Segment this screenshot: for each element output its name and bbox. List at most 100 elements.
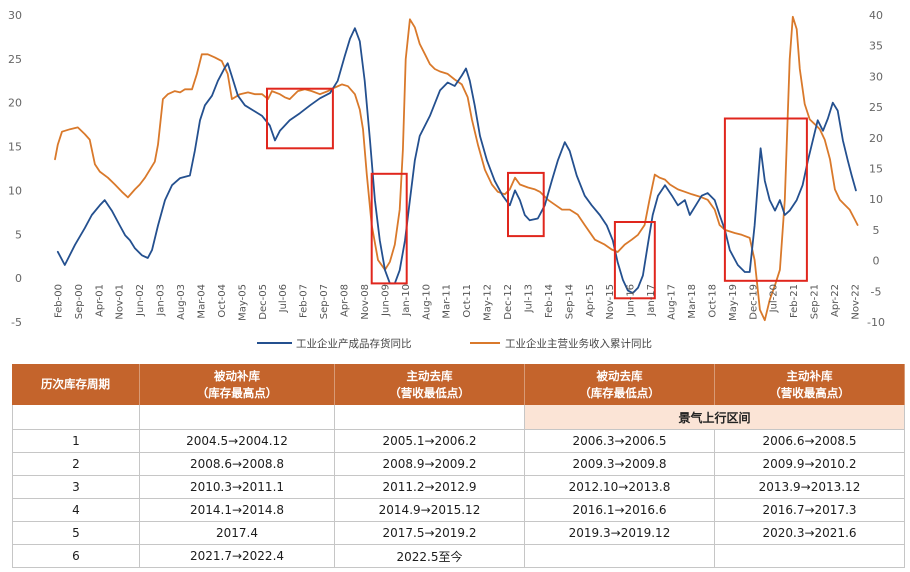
table-cell-empty xyxy=(715,545,905,568)
y-right-tick-label: 40 xyxy=(869,9,883,22)
series-line-revenue xyxy=(54,15,859,322)
column-header-subtitle: （营收最低点） xyxy=(389,385,470,400)
x-tick-label: Feb-07 xyxy=(299,284,310,318)
x-tick-label: Jun-02 xyxy=(135,284,146,317)
x-tick-label: Jan-17 xyxy=(646,284,657,317)
column-header-subtitle: （库存最高点） xyxy=(196,385,278,400)
x-axis: Feb-00 Sep-00 Apr-01 Nov-01 Jun-02 Jan-03 Aug-… xyxy=(53,284,861,321)
x-tick-label: Dec-19 xyxy=(748,284,759,320)
x-tick-label: Jul-06 xyxy=(278,284,289,313)
y-left-tick-label: 15 xyxy=(8,141,22,154)
column-header-subtitle: （营收最高点） xyxy=(769,385,850,400)
table-row: 1 2004.5→2004.12 2005.1→2006.2 2006.3→2006.… xyxy=(12,430,905,453)
x-tick-label: Jul-20 xyxy=(769,284,780,313)
period-cell: 2013.9→2013.12 xyxy=(715,476,905,499)
x-tick-label: Sep-21 xyxy=(810,284,821,319)
period-cell: 2006.6→2008.5 xyxy=(715,430,905,453)
y-left-tick-label: 10 xyxy=(8,184,22,197)
y-right-tick-label: 5 xyxy=(873,224,880,237)
x-tick-label: May-19 xyxy=(728,284,739,321)
x-tick-label: Sep-14 xyxy=(564,284,575,319)
x-tick-label: Dec-05 xyxy=(258,284,269,320)
x-tick-label: Jun-09 xyxy=(380,284,391,317)
table-row: 5 2017.4 2017.5→2019.2 2019.3→2019.12 2020.3… xyxy=(12,522,905,545)
legend-label-revenue: 工业企业主营业务收入累计同比 xyxy=(505,337,652,350)
column-header: 主动补库 （营收最高点） xyxy=(715,364,905,405)
table-row: 2 2008.6→2008.8 2008.9→2009.2 2009.3→2009.8… xyxy=(12,453,905,476)
period-cell: 2008.9→2009.2 xyxy=(335,453,525,476)
legend: 工业企业产成品存货同比 工业企业主营业务收入累计同比 xyxy=(257,337,652,350)
y-right-tick-label: 15 xyxy=(869,163,883,176)
x-tick-label: Mar-04 xyxy=(197,284,208,319)
inventory-cycle-table: 历次库存周期 被动补库 （库存最高点） 主动去库 （营收最低点） 被动去库 （库存最低点）主… xyxy=(12,364,905,568)
x-tick-label: Jul-13 xyxy=(524,284,535,313)
x-tick-label: Oct-11 xyxy=(462,284,473,318)
table-cell-empty xyxy=(12,405,140,430)
x-tick-label: Nov-08 xyxy=(360,284,371,320)
period-cell: 2005.1→2006.2 xyxy=(335,430,525,453)
period-cell: 2020.3→2021.6 xyxy=(715,522,905,545)
y-right-tick-label: 30 xyxy=(869,70,883,83)
period-cell: 2019.3→2019.12 xyxy=(525,522,715,545)
column-header-title: 历次库存周期 xyxy=(41,377,110,392)
table-cell-empty xyxy=(140,405,335,430)
y-right-tick-label: -10 xyxy=(867,316,885,329)
column-header-subtitle: （库存最低点） xyxy=(579,385,660,400)
period-cell: 2017.4 xyxy=(140,522,335,545)
x-tick-label: Oct-18 xyxy=(707,284,718,318)
highlight-box xyxy=(613,221,656,300)
period-cell: 2022.5至今 xyxy=(335,545,525,568)
column-header: 历次库存周期 xyxy=(12,364,140,405)
x-tick-label: Apr-01 xyxy=(94,284,105,317)
y-left-tick-label: 5 xyxy=(15,228,22,241)
table-cell-empty xyxy=(525,545,715,568)
highlight-boxes xyxy=(266,87,808,300)
period-cell: 2010.3→2011.1 xyxy=(140,476,335,499)
highlight-box xyxy=(507,171,545,238)
cycle-number-cell: 1 xyxy=(12,430,140,453)
y-left-tick-label: 25 xyxy=(8,53,22,66)
period-cell: 2004.5→2004.12 xyxy=(140,430,335,453)
column-header: 主动去库 （营收最低点） xyxy=(335,364,525,405)
y-right-tick-label: 10 xyxy=(869,193,883,206)
column-header: 被动补库 （库存最高点） xyxy=(140,364,335,405)
y-right-tick-label: 20 xyxy=(869,132,883,145)
y-right-tick-label: 35 xyxy=(869,40,883,53)
cycle-number-cell: 4 xyxy=(12,499,140,522)
cycle-number-cell: 2 xyxy=(12,453,140,476)
cycle-number-cell: 5 xyxy=(12,522,140,545)
period-cell: 2006.3→2006.5 xyxy=(525,430,715,453)
table-band-row: 景气上行区间 xyxy=(12,405,905,430)
column-header-title: 被动去库 xyxy=(596,369,643,384)
period-cell: 2012.10→2013.8 xyxy=(525,476,715,499)
x-tick-label: Feb-00 xyxy=(53,284,64,318)
y-left-tick-label: 30 xyxy=(8,9,22,22)
table-cell-empty xyxy=(335,405,525,430)
period-cell: 2016.7→2017.3 xyxy=(715,499,905,522)
table-header-row: 历次库存周期 被动补库 （库存最高点） 主动去库 （营收最低点） 被动去库 （库存最低点）主… xyxy=(12,364,905,405)
series-line-inventory xyxy=(56,27,857,294)
x-tick-label: Aug-03 xyxy=(176,284,187,320)
x-tick-label: Apr-15 xyxy=(585,284,596,317)
x-tick-label: May-05 xyxy=(237,284,248,321)
x-tick-label: Feb-14 xyxy=(544,284,555,318)
period-cell: 2008.6→2008.8 xyxy=(140,453,335,476)
x-tick-label: Mar-18 xyxy=(687,284,698,319)
x-tick-label: Aug-17 xyxy=(667,284,678,320)
x-tick-label: Aug-10 xyxy=(421,284,432,320)
x-tick-label: Sep-00 xyxy=(74,284,85,319)
series-lines xyxy=(54,15,859,322)
y-right-tick-label: -5 xyxy=(871,285,882,298)
table-row: 6 2021.7→2022.4 2022.5至今 xyxy=(12,545,905,568)
x-tick-label: Feb-21 xyxy=(789,284,800,318)
table-row: 4 2014.1→2014.8 2014.9→2015.12 2016.1→2016.… xyxy=(12,499,905,522)
y-left-tick-label: 20 xyxy=(8,97,22,110)
band-label: 景气上行区间 xyxy=(525,405,905,430)
highlight-box xyxy=(723,117,808,282)
period-cell: 2016.1→2016.6 xyxy=(525,499,715,522)
period-cell: 2017.5→2019.2 xyxy=(335,522,525,545)
column-header: 被动去库 （库存最低点） xyxy=(525,364,715,405)
y-left-tick-label: -5 xyxy=(11,316,22,329)
period-cell: 2014.9→2015.12 xyxy=(335,499,525,522)
column-header-title: 主动去库 xyxy=(406,369,453,384)
